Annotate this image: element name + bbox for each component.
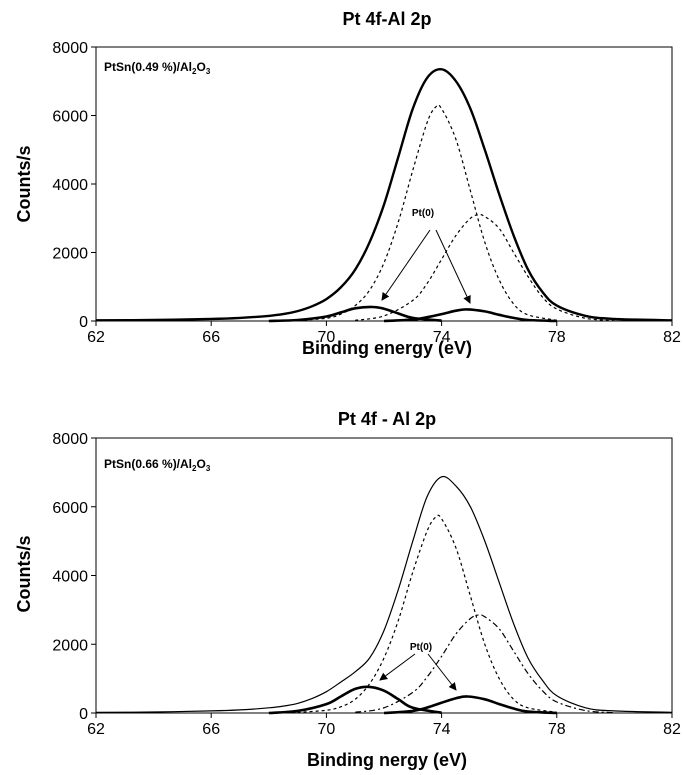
tick-labels: 62 66 70 74 78 82 0 2000 4000 6000 8000 [52, 40, 681, 346]
x-axis-title: Binding nergy (eV) [307, 750, 467, 770]
x-tick-label: 70 [318, 329, 336, 346]
y-tick-label: 2000 [52, 637, 88, 654]
chart-title: Pt 4f - Al 2p [338, 409, 436, 429]
series-layer [95, 68, 673, 323]
chart-panel-top: Pt 4f-Al 2p Counts/s Binding energy (eV)… [14, 9, 681, 358]
series-line-dotted-peak-2 [355, 214, 615, 322]
annotation-arrow-left [379, 653, 416, 681]
annotation-label: Pt(0) [410, 642, 432, 653]
y-axis-title: Counts/s [14, 535, 34, 612]
x-tick-label: 66 [202, 721, 220, 738]
series-line-envelope [95, 68, 673, 322]
annotation-arrow-right [435, 229, 471, 304]
x-tick-label: 70 [318, 721, 336, 738]
series-line-envelope-thin [95, 475, 673, 713]
x-tick-label: 62 [87, 721, 105, 738]
pt0-annotation: Pt(0) [381, 208, 471, 304]
tick-labels: 62 66 70 74 78 82 0 2000 4000 6000 8000 [52, 431, 681, 738]
y-tick-label: 6000 [52, 500, 88, 517]
y-tick-label: 4000 [52, 569, 88, 586]
x-tick-label: 82 [663, 721, 681, 738]
sample-label: PtSn(0.66 %)/Al2O3 [104, 457, 211, 473]
pt0-annotation: Pt(0) [379, 642, 457, 691]
annotation-arrow-right [427, 653, 457, 691]
x-tick-label: 78 [548, 721, 566, 738]
y-tick-label: 4000 [52, 177, 88, 194]
y-tick-label: 0 [79, 314, 88, 331]
series-line-dotted-peak-1 [297, 104, 557, 321]
x-tick-label: 62 [87, 329, 105, 346]
series-layer [95, 475, 673, 715]
sample-label: PtSn(0.49 %)/Al2O3 [104, 60, 211, 76]
plot-frame [95, 46, 673, 322]
y-tick-label: 0 [79, 706, 88, 723]
x-tick-label: 74 [433, 329, 451, 346]
x-tick-label: 82 [663, 329, 681, 346]
annotation-label: Pt(0) [412, 208, 434, 219]
series-line-pt0-peak-2 [383, 308, 557, 323]
series-line-dotted-peak-1 [297, 514, 557, 713]
series-line-dashdot-peak-2 [355, 614, 615, 714]
annotation-arrow-left [381, 229, 431, 301]
y-tick-label: 8000 [52, 40, 88, 57]
x-tick-label: 74 [433, 721, 451, 738]
series-line-pt0-peak-1 [268, 305, 442, 323]
x-tick-label: 78 [548, 329, 566, 346]
x-tick-label: 66 [202, 329, 220, 346]
chart-panel-bottom: Pt 4f - Al 2p Counts/s Binding nergy (eV… [14, 409, 681, 770]
chart-title: Pt 4f-Al 2p [342, 9, 431, 29]
x-axis-title: Binding energy (eV) [302, 338, 472, 358]
plot-frame [95, 437, 673, 714]
y-tick-label: 2000 [52, 246, 88, 263]
y-tick-label: 8000 [52, 431, 88, 448]
series-line-pt0-peak-2 [383, 695, 557, 715]
series-line-pt0-peak-1 [268, 685, 442, 715]
y-axis-title: Counts/s [14, 145, 34, 222]
y-tick-label: 6000 [52, 109, 88, 126]
